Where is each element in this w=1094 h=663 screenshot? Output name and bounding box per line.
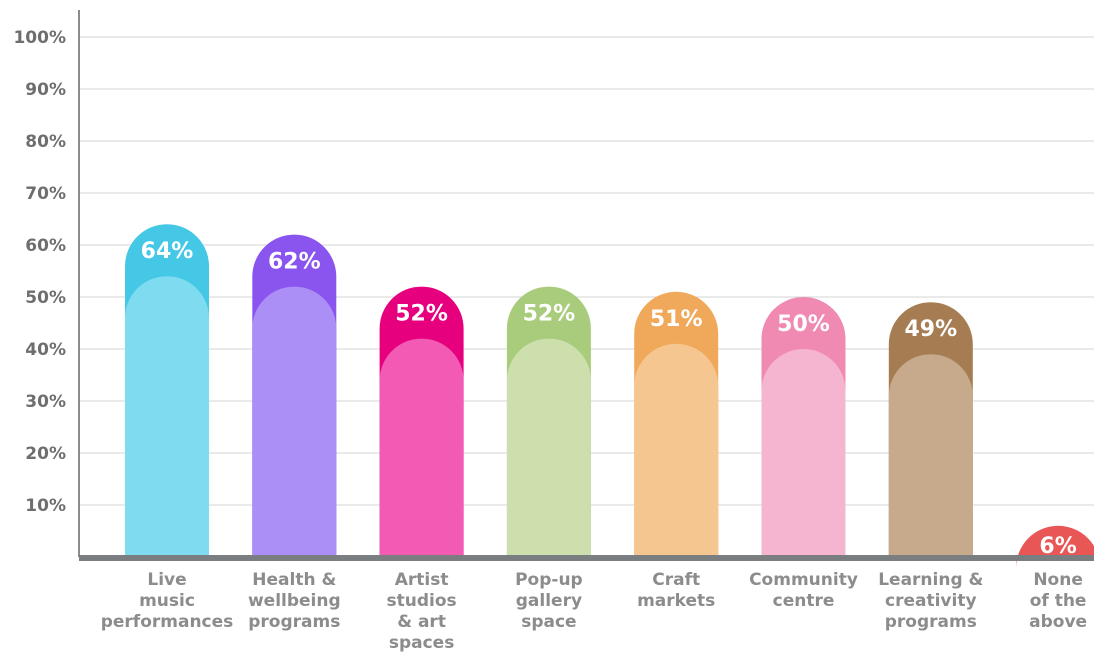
x-tick-label: Artist studios & art spaces bbox=[387, 570, 457, 653]
bar-body bbox=[252, 286, 337, 557]
x-tick-label: Health & wellbeing programs bbox=[248, 570, 341, 632]
value-label: 52% bbox=[395, 302, 448, 327]
bar-body bbox=[761, 349, 846, 557]
value-label: 6% bbox=[1039, 534, 1076, 559]
bar-body bbox=[634, 343, 719, 557]
x-tick-label: Live music performances bbox=[101, 570, 234, 632]
y-tick-label: 30% bbox=[25, 392, 66, 412]
bar-body bbox=[379, 338, 464, 557]
y-tick-label: 90% bbox=[25, 80, 66, 100]
bar: 52% bbox=[506, 286, 591, 557]
y-tick-label: 100% bbox=[13, 28, 66, 48]
x-tick-label: Community centre bbox=[749, 570, 858, 611]
bar: 50% bbox=[761, 297, 846, 557]
bar: 51% bbox=[634, 291, 719, 557]
value-label: 52% bbox=[523, 302, 576, 327]
y-tick-label: 70% bbox=[25, 184, 66, 204]
y-tick-label: 80% bbox=[25, 132, 66, 152]
value-label: 50% bbox=[777, 312, 830, 337]
x-tick-label: Craft markets bbox=[637, 570, 715, 611]
y-tick-label: 60% bbox=[25, 236, 66, 256]
bars: 64% 62% 52% 52% 51% 50% 49% 6% bbox=[125, 224, 1094, 568]
bar-body bbox=[506, 338, 591, 557]
bar: 64% bbox=[125, 224, 209, 557]
bar-head bbox=[1016, 525, 1094, 568]
y-tick-label: 50% bbox=[25, 288, 66, 308]
y-tick-label: 40% bbox=[25, 340, 66, 360]
bar: 49% bbox=[888, 302, 973, 557]
value-label: 49% bbox=[904, 317, 957, 342]
x-tick-label: None of the above bbox=[1029, 570, 1087, 632]
y-tick-label: 10% bbox=[25, 496, 66, 516]
y-tick-label: 20% bbox=[25, 444, 66, 464]
bar: 62% bbox=[252, 234, 337, 557]
bar-body bbox=[888, 354, 973, 557]
bar: 52% bbox=[379, 286, 464, 557]
x-tick-label: Learning & creativity programs bbox=[878, 570, 983, 632]
value-label: 62% bbox=[268, 250, 321, 275]
value-label: 51% bbox=[650, 307, 703, 332]
bar-body bbox=[125, 276, 209, 557]
x-tick-label: Pop-up gallery space bbox=[515, 570, 583, 632]
gridlines bbox=[79, 36, 1094, 506]
bar: 6% bbox=[1016, 525, 1094, 568]
value-label: 64% bbox=[141, 239, 194, 264]
y-axis-ticks: 10% 20% 30% 40% 50% 60% 70% 80% 90% 100% bbox=[13, 28, 66, 516]
